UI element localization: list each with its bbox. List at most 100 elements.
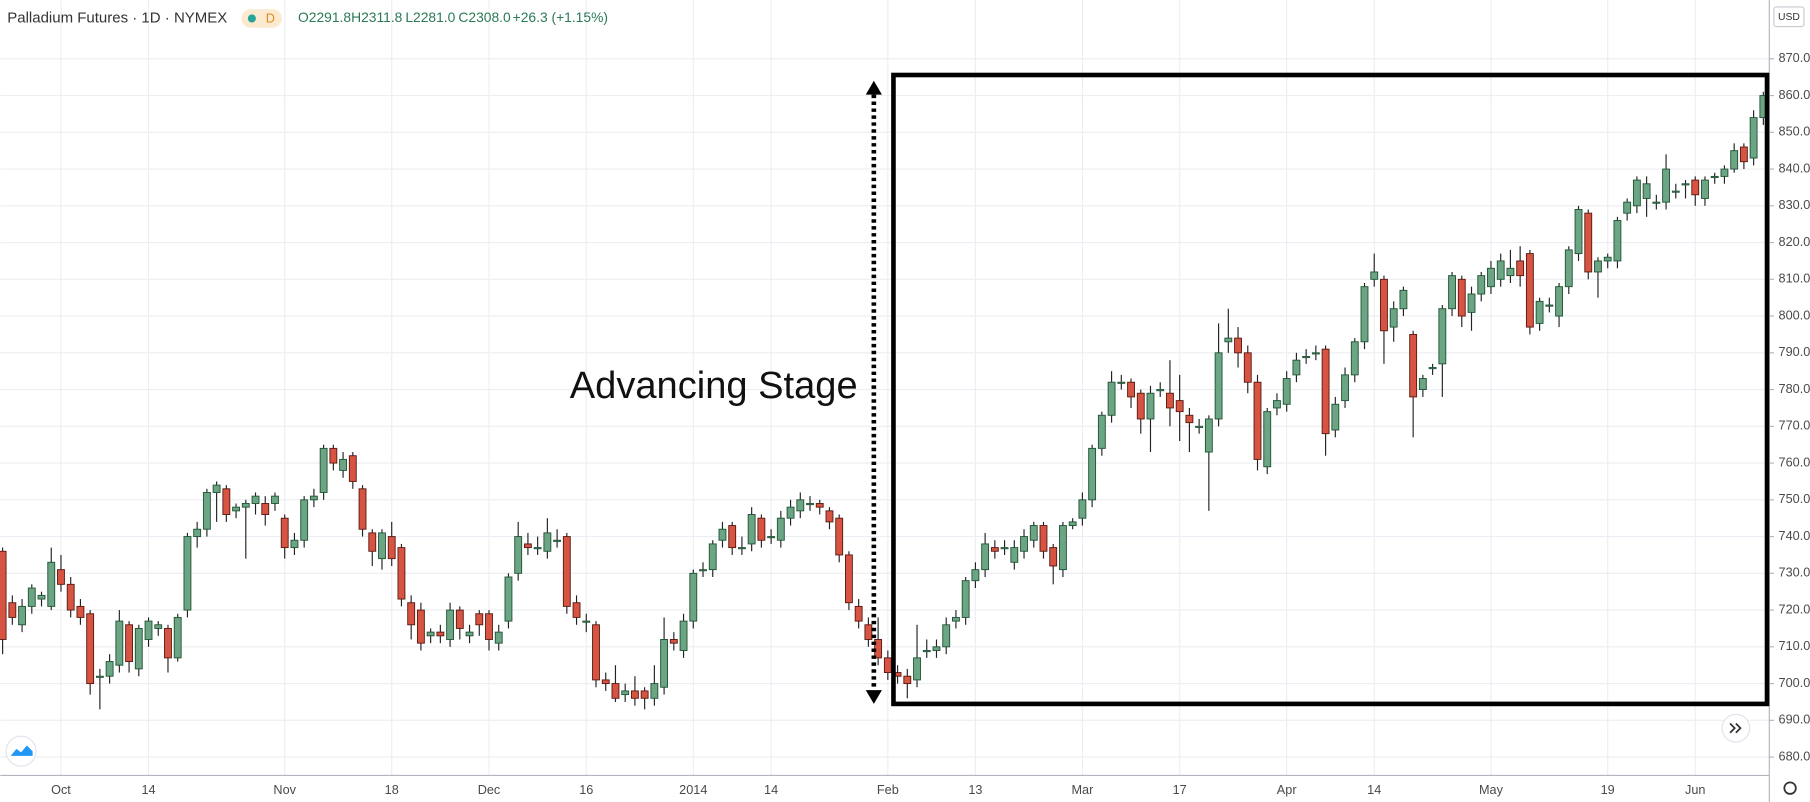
x-tick-label: Oct xyxy=(51,783,71,797)
candle-body xyxy=(387,536,396,560)
y-tick-label: 780.0 xyxy=(1779,382,1810,396)
candle-body xyxy=(261,503,270,515)
candle-body xyxy=(922,650,931,653)
candle-body xyxy=(1516,260,1525,277)
candle-body xyxy=(1020,536,1028,552)
y-tick-label: 800.0 xyxy=(1779,308,1810,322)
candle-body xyxy=(1350,341,1359,376)
candle-body xyxy=(1302,356,1311,359)
candle-body xyxy=(1136,392,1145,420)
currency: USD xyxy=(1778,12,1800,23)
candle-body xyxy=(105,661,114,677)
candle-body xyxy=(86,613,95,685)
candle-body xyxy=(1710,175,1719,179)
candle-body xyxy=(95,675,104,678)
candle-body xyxy=(1146,392,1155,420)
x-tick-label: Dec xyxy=(478,783,501,797)
candle-body xyxy=(553,539,562,542)
arrow-head-up xyxy=(865,80,882,95)
candle-body xyxy=(1525,253,1534,328)
candle-body xyxy=(1545,304,1554,307)
candle-body xyxy=(222,488,231,515)
candle-body xyxy=(1224,337,1233,343)
candle-body xyxy=(1117,381,1126,384)
candle-body xyxy=(309,495,318,501)
plot-layer xyxy=(0,91,1768,710)
candle-body xyxy=(883,657,892,674)
candle-body xyxy=(358,488,367,530)
candle-body xyxy=(1642,183,1651,199)
candle-body xyxy=(1749,117,1758,159)
candle-body xyxy=(290,539,299,549)
y-tick-label: 770.0 xyxy=(1779,419,1810,433)
candle-body xyxy=(1739,146,1748,163)
candle-body xyxy=(144,620,153,640)
y-tick-label: 680.0 xyxy=(1779,749,1810,763)
candle-body xyxy=(202,492,211,530)
candle-body xyxy=(621,690,630,696)
candle-body xyxy=(1029,525,1038,541)
candle-body xyxy=(504,576,513,622)
candle-body xyxy=(164,627,172,659)
y-tick-label: 730.0 xyxy=(1779,566,1810,580)
logo-button[interactable] xyxy=(5,735,37,767)
header-values: O2291.8 H2311.8 L2281.0 C2308.0 +26.3 (+1.15… xyxy=(298,9,608,25)
x-tick-label: Mar xyxy=(1071,783,1094,797)
candle-body xyxy=(689,572,698,622)
candle-body xyxy=(416,609,425,644)
candle-body xyxy=(193,528,202,538)
candle-body xyxy=(1603,256,1612,262)
candle-body xyxy=(630,690,639,699)
candle-body xyxy=(669,639,678,644)
candle-body xyxy=(1467,293,1476,313)
candle-body xyxy=(864,624,873,640)
candle-body xyxy=(271,495,279,504)
candle-body xyxy=(280,517,289,549)
candle-body xyxy=(1720,168,1729,177)
market-status-dot xyxy=(247,14,256,23)
candle-body xyxy=(1292,359,1301,376)
candle-body xyxy=(1574,209,1583,255)
candle-body xyxy=(1584,212,1593,273)
candle-body xyxy=(1010,547,1019,563)
candle-body xyxy=(1311,352,1320,355)
header-value: L2281.0 xyxy=(405,9,455,25)
candle-body xyxy=(134,627,143,670)
candle-body xyxy=(708,543,717,571)
candle-body xyxy=(776,517,785,541)
y-tick-label: 710.0 xyxy=(1779,639,1810,653)
candle-body xyxy=(796,499,805,512)
candle-body xyxy=(699,569,707,572)
header-value: O2291.8 xyxy=(298,9,351,25)
candle-body xyxy=(650,683,659,699)
candle-body xyxy=(1204,418,1213,453)
y-tick-label: 690.0 xyxy=(1779,713,1810,727)
candle-body xyxy=(1185,414,1194,424)
candle-body xyxy=(1078,499,1087,519)
candle-body xyxy=(1156,389,1165,392)
x-tick-label: 14 xyxy=(1367,783,1381,797)
candle-body xyxy=(1399,289,1408,310)
candle-body xyxy=(173,616,182,659)
candle-body xyxy=(903,675,912,685)
candle-body xyxy=(757,517,766,541)
candle-body xyxy=(47,561,56,607)
candle-body xyxy=(942,624,951,648)
candle-body xyxy=(961,580,970,618)
y-tick-label: 840.0 xyxy=(1779,161,1810,175)
symbol-title: Palladium Futures · 1D · NYMEX xyxy=(7,9,227,26)
y-tick-label: 820.0 xyxy=(1779,235,1810,249)
candle-body xyxy=(640,690,649,699)
y-tick-label: 850.0 xyxy=(1779,125,1810,139)
settings-icon[interactable] xyxy=(1783,781,1797,795)
candle-body xyxy=(835,517,844,556)
y-tick-label: 760.0 xyxy=(1779,455,1810,469)
candle-body xyxy=(1438,308,1447,365)
candle-body xyxy=(76,605,85,618)
candle-body xyxy=(1088,447,1097,501)
candle-body xyxy=(543,532,552,552)
candle-body xyxy=(1059,525,1067,571)
